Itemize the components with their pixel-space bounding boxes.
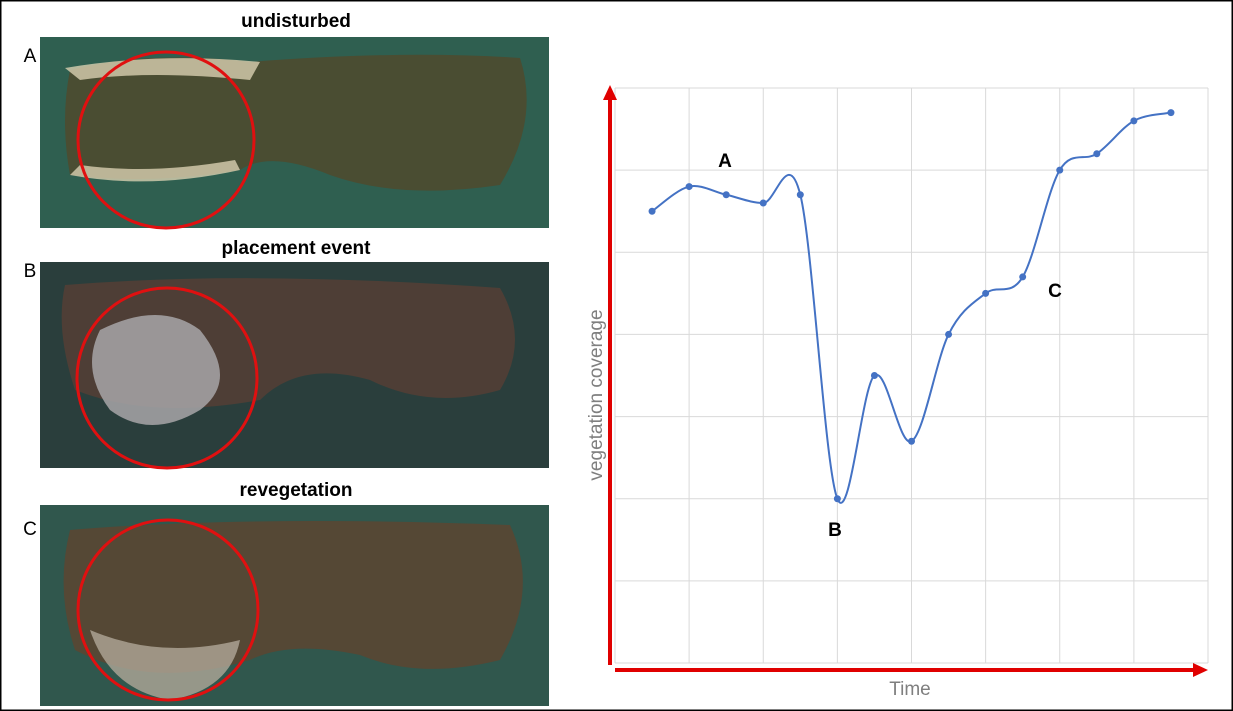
x-axis-label: Time <box>889 679 931 700</box>
y-axis-label: vegetation coverage <box>586 309 607 480</box>
figure: undisturbed Aplacement event Brevegetation… <box>0 0 1233 711</box>
data-point <box>908 438 915 445</box>
data-point <box>871 372 878 379</box>
x-axis-arrow <box>1193 663 1208 677</box>
satellite-image <box>40 37 549 228</box>
panel-title: revegetation <box>240 480 353 501</box>
data-point <box>982 290 989 297</box>
satellite-image <box>40 262 549 468</box>
panel-letter: C <box>23 519 37 540</box>
data-point <box>1019 273 1026 280</box>
panel-letter: A <box>24 46 37 67</box>
panel-letter: B <box>24 261 37 282</box>
data-point <box>797 191 804 198</box>
data-point <box>760 200 767 207</box>
satellite-image <box>40 505 549 706</box>
chart: Time vegetation coverage A B C <box>586 85 1208 700</box>
annotation: A <box>718 151 732 172</box>
data-point <box>686 183 693 190</box>
data-point <box>723 191 730 198</box>
panel-title: placement event <box>222 238 372 259</box>
data-point <box>1130 117 1137 124</box>
data-point <box>834 495 841 502</box>
data-point <box>1056 167 1063 174</box>
annotation: C <box>1048 281 1062 302</box>
panel-title: undisturbed <box>241 11 351 32</box>
data-point <box>1167 109 1174 116</box>
annotation: B <box>828 520 842 541</box>
data-point <box>649 208 656 215</box>
data-point <box>1093 150 1100 157</box>
data-point <box>945 331 952 338</box>
